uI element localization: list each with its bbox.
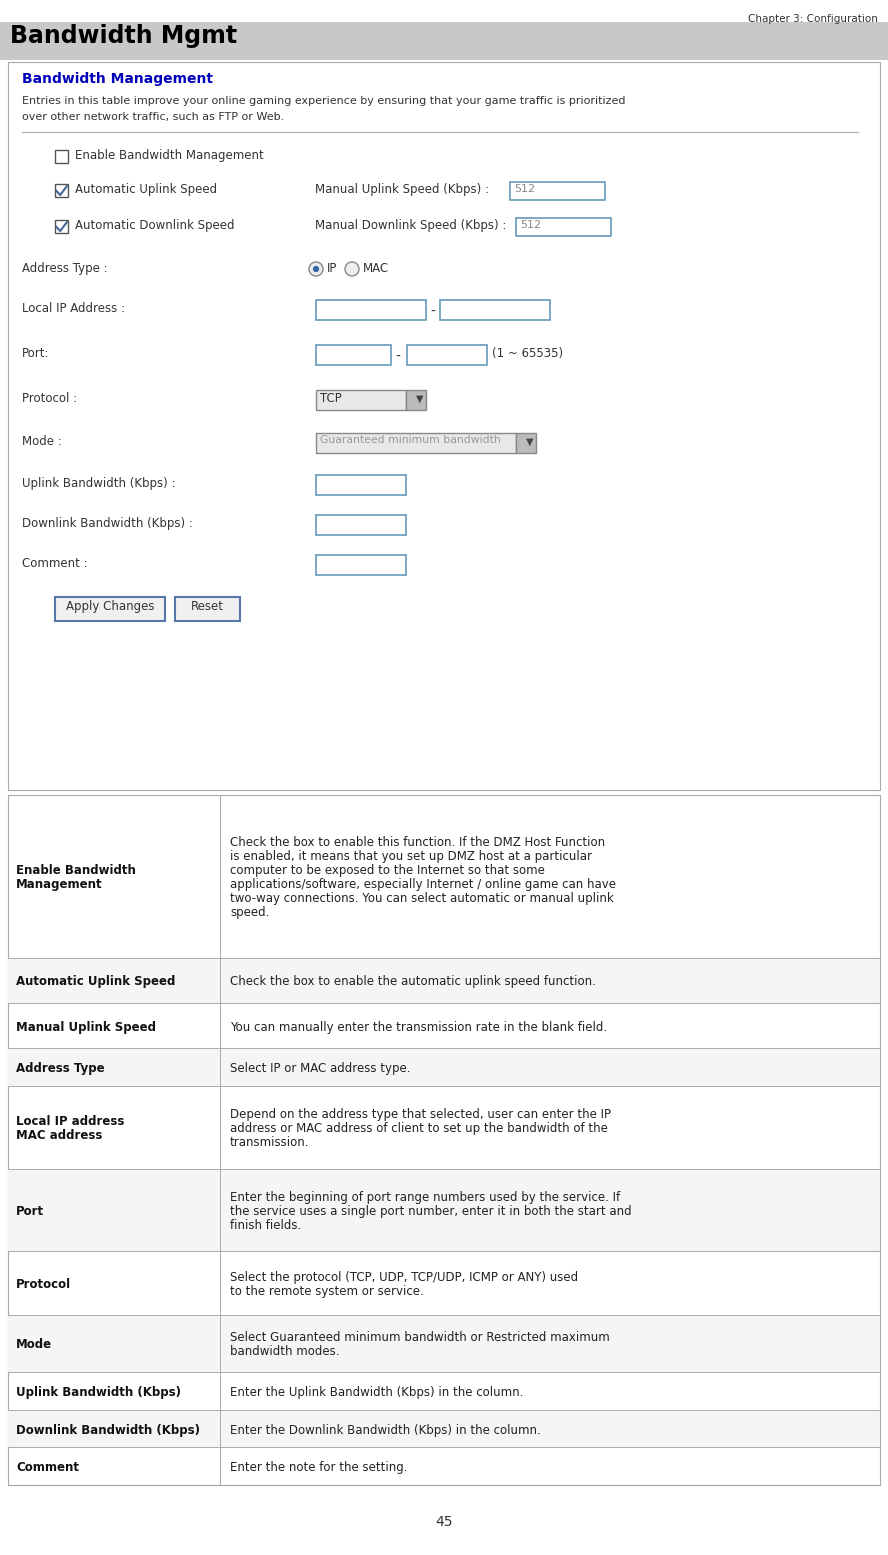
Text: 45: 45 — [435, 1515, 453, 1529]
Text: Check the box to enable this function. If the DMZ Host Function: Check the box to enable this function. I… — [230, 837, 605, 849]
Bar — [175, 597, 240, 620]
Text: Enter the Uplink Bandwidth (Kbps) in the column.: Enter the Uplink Bandwidth (Kbps) in the… — [230, 1386, 523, 1400]
Text: Enable Bandwidth: Enable Bandwidth — [16, 865, 136, 877]
Text: MAC: MAC — [363, 261, 389, 275]
Text: Automatic Downlink Speed: Automatic Downlink Speed — [75, 219, 234, 232]
Circle shape — [313, 266, 319, 272]
Text: Manual Uplink Speed (Kbps) :: Manual Uplink Speed (Kbps) : — [315, 183, 489, 196]
Text: applications/software, especially Internet / online game can have: applications/software, especially Intern… — [230, 879, 616, 891]
Bar — [8, 795, 880, 1485]
Text: Manual Uplink Speed: Manual Uplink Speed — [16, 1020, 156, 1034]
Text: IP: IP — [327, 261, 337, 275]
Text: address or MAC address of client to set up the bandwidth of the: address or MAC address of client to set … — [230, 1123, 608, 1135]
Bar — [8, 62, 880, 790]
Bar — [516, 218, 611, 236]
Bar — [316, 345, 391, 365]
Text: transmission.: transmission. — [230, 1137, 310, 1149]
Text: Enter the note for the setting.: Enter the note for the setting. — [230, 1462, 408, 1474]
Text: Address Type :: Address Type : — [22, 261, 107, 275]
Text: -: - — [430, 305, 435, 319]
Bar — [55, 219, 68, 233]
Text: Automatic Uplink Speed: Automatic Uplink Speed — [75, 183, 218, 196]
Text: Select Guaranteed minimum bandwidth or Restricted maximum: Select Guaranteed minimum bandwidth or R… — [230, 1331, 610, 1345]
Text: Enter the beginning of port range numbers used by the service. If: Enter the beginning of port range number… — [230, 1191, 620, 1204]
Text: You can manually enter the transmission rate in the blank field.: You can manually enter the transmission … — [230, 1020, 607, 1034]
Text: Downlink Bandwidth (Kbps): Downlink Bandwidth (Kbps) — [16, 1423, 200, 1437]
Bar — [516, 432, 536, 453]
Text: to the remote system or service.: to the remote system or service. — [230, 1284, 424, 1298]
Text: Guaranteed minimum bandwidth: Guaranteed minimum bandwidth — [320, 435, 501, 445]
Text: Manual Downlink Speed (Kbps) :: Manual Downlink Speed (Kbps) : — [315, 219, 506, 232]
Text: Uplink Bandwidth (Kbps): Uplink Bandwidth (Kbps) — [16, 1386, 181, 1400]
Bar — [0, 22, 888, 61]
Text: Port: Port — [16, 1205, 44, 1218]
Text: Local IP Address :: Local IP Address : — [22, 302, 125, 316]
Text: Mode :: Mode : — [22, 435, 62, 448]
Text: the service uses a single port number, enter it in both the start and: the service uses a single port number, e… — [230, 1205, 631, 1218]
Bar — [510, 182, 605, 201]
Text: Uplink Bandwidth (Kbps) :: Uplink Bandwidth (Kbps) : — [22, 477, 176, 490]
Text: 512: 512 — [514, 183, 535, 194]
Bar — [316, 300, 426, 320]
Text: TCP: TCP — [320, 392, 342, 404]
Bar — [55, 149, 68, 163]
Text: Enter the Downlink Bandwidth (Kbps) in the column.: Enter the Downlink Bandwidth (Kbps) in t… — [230, 1423, 541, 1437]
Text: 512: 512 — [520, 219, 541, 230]
Bar — [8, 1169, 880, 1252]
Text: two-way connections. You can select automatic or manual uplink: two-way connections. You can select auto… — [230, 893, 614, 905]
Bar — [316, 555, 406, 575]
Text: Depend on the address type that selected, user can enter the IP: Depend on the address type that selected… — [230, 1109, 611, 1121]
Text: (1 ~ 65535): (1 ~ 65535) — [492, 347, 563, 361]
Bar — [8, 1316, 880, 1372]
Bar — [55, 597, 165, 620]
Text: Chapter 3: Configuration: Chapter 3: Configuration — [748, 14, 878, 23]
Text: finish fields.: finish fields. — [230, 1219, 301, 1232]
Text: over other network traffic, such as FTP or Web.: over other network traffic, such as FTP … — [22, 112, 284, 121]
Text: Address Type: Address Type — [16, 1062, 105, 1075]
Text: Local IP address: Local IP address — [16, 1115, 124, 1129]
Bar — [316, 432, 516, 453]
Circle shape — [309, 261, 323, 275]
Text: Check the box to enable the automatic uplink speed function.: Check the box to enable the automatic up… — [230, 975, 596, 989]
Text: Bandwidth Mgmt: Bandwidth Mgmt — [10, 23, 237, 48]
Text: Enable Bandwidth Management: Enable Bandwidth Management — [75, 149, 264, 162]
Bar — [406, 390, 426, 411]
Text: Automatic Uplink Speed: Automatic Uplink Speed — [16, 975, 175, 989]
Bar — [316, 515, 406, 535]
Bar — [440, 300, 550, 320]
Text: MAC address: MAC address — [16, 1129, 102, 1143]
Text: Entries in this table improve your online gaming experience by ensuring that you: Entries in this table improve your onlin… — [22, 96, 625, 106]
Bar — [8, 958, 880, 1003]
Text: Port:: Port: — [22, 347, 50, 361]
Bar — [407, 345, 487, 365]
Text: Select the protocol (TCP, UDP, TCP/UDP, ICMP or ANY) used: Select the protocol (TCP, UDP, TCP/UDP, … — [230, 1270, 578, 1284]
Text: ▼: ▼ — [526, 437, 534, 446]
Circle shape — [345, 261, 359, 275]
Text: is enabled, it means that you set up DMZ host at a particular: is enabled, it means that you set up DMZ… — [230, 851, 592, 863]
Bar — [316, 390, 406, 411]
Text: computer to be exposed to the Internet so that some: computer to be exposed to the Internet s… — [230, 865, 545, 877]
Text: Comment: Comment — [16, 1462, 79, 1474]
Text: bandwidth modes.: bandwidth modes. — [230, 1345, 339, 1359]
Bar — [316, 474, 406, 494]
Text: Protocol :: Protocol : — [22, 392, 77, 404]
Text: Protocol: Protocol — [16, 1278, 71, 1291]
Text: speed.: speed. — [230, 907, 269, 919]
Text: Apply Changes: Apply Changes — [66, 600, 155, 613]
Text: Comment :: Comment : — [22, 557, 88, 571]
Text: Management: Management — [16, 879, 103, 891]
Bar — [8, 1410, 880, 1448]
Text: Select IP or MAC address type.: Select IP or MAC address type. — [230, 1062, 410, 1075]
Text: Bandwidth Management: Bandwidth Management — [22, 72, 213, 86]
Bar — [8, 1048, 880, 1085]
Text: Reset: Reset — [191, 600, 224, 613]
Text: Mode: Mode — [16, 1339, 52, 1351]
Text: -: - — [395, 350, 400, 364]
Bar — [55, 183, 68, 197]
Text: ▼: ▼ — [416, 393, 424, 404]
Text: Downlink Bandwidth (Kbps) :: Downlink Bandwidth (Kbps) : — [22, 516, 193, 530]
